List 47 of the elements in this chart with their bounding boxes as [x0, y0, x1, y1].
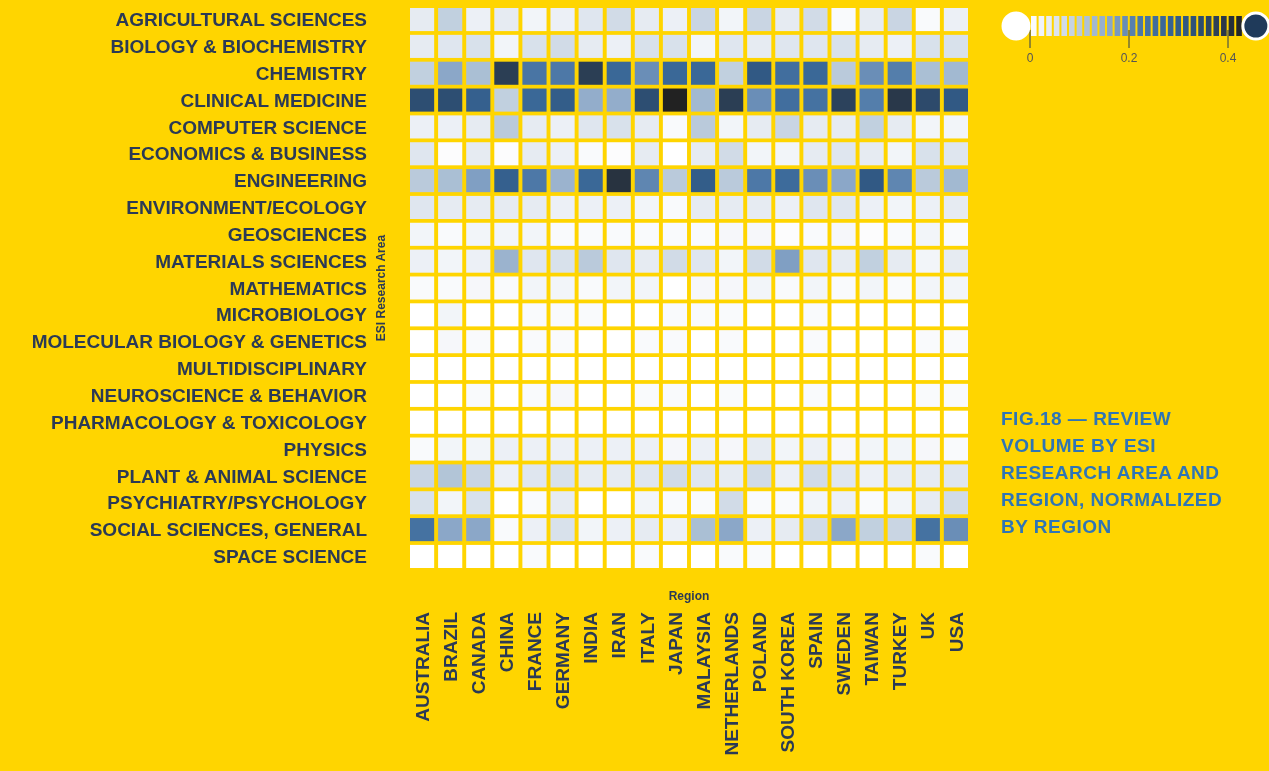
x-tick-label: CHINA: [496, 611, 518, 673]
x-tick-label: BRAZIL: [439, 611, 461, 682]
y-tick-label: COMPUTER SCIENCE: [168, 116, 367, 138]
x-tick-label: TAIWAN: [861, 612, 883, 686]
x-tick-label: JAPAN: [664, 612, 686, 675]
x-tick-label: POLAND: [748, 612, 770, 693]
y-tick-label: GEOSCIENCES: [227, 223, 367, 245]
x-tick-label: SOUTH KOREA: [776, 611, 798, 753]
color-bar-label: 0.2: [1120, 51, 1138, 65]
y-tick-label: NEUROSCIENCE & BEHAVIOR: [90, 385, 368, 407]
x-tick-label: AUSTRALIA: [411, 611, 433, 722]
y-tick-label: ENGINEERING: [233, 170, 367, 192]
x-tick-label: NETHERLANDS: [720, 612, 742, 756]
x-tick-label: UK: [917, 611, 939, 640]
y-tick-label: PSYCHIATRY/PSYCHOLOGY: [107, 492, 368, 514]
y-tick-label: ENVIRONMENT/ECOLOGY: [126, 197, 368, 219]
y-axis-title: ESI Research Area: [374, 234, 388, 342]
x-tick-label: ITALY: [636, 611, 658, 664]
y-tick-label: PHYSICS: [283, 438, 367, 460]
y-tick-label: CHEMISTRY: [255, 62, 368, 84]
x-tick-label: MALAYSIA: [692, 611, 714, 710]
x-tick-label: USA: [945, 611, 967, 653]
x-tick-label: GERMANY: [552, 611, 574, 710]
y-tick-label: MOLECULAR BIOLOGY & GENETICS: [31, 331, 367, 353]
y-tick-label: SPACE SCIENCE: [213, 546, 367, 568]
x-tick-label: FRANCE: [524, 612, 546, 692]
y-tick-label: CLINICAL MEDICINE: [180, 89, 367, 111]
y-tick-label: MICROBIOLOGY: [216, 304, 368, 326]
y-tick-label: PLANT & ANIMAL SCIENCE: [116, 465, 367, 487]
y-tick-label: AGRICULTURAL SCIENCES: [115, 9, 367, 31]
x-tick-label: IRAN: [608, 612, 630, 659]
y-tick-label: MATERIALS SCIENCES: [155, 250, 367, 272]
y-tick-label: BIOLOGY & BIOCHEMISTRY: [110, 36, 368, 58]
x-tick-label: CANADA: [467, 611, 489, 695]
y-tick-label: SOCIAL SCIENCES, GENERAL: [89, 519, 368, 541]
y-tick-label: PHARMACOLOGY & TOXICOLOGY: [51, 411, 368, 433]
x-tick-label: SWEDEN: [833, 612, 855, 696]
y-tick-label: ECONOMICS & BUSINESS: [128, 143, 367, 165]
y-tick-label: MATHEMATICS: [229, 277, 367, 299]
color-bar-label: 0.4: [1219, 51, 1237, 65]
y-tick-label: MULTIDISCIPLINARY: [177, 358, 368, 380]
x-tick-label: SPAIN: [805, 612, 827, 669]
text: FIG.18 — REVIEW VOLUME BY ESI RESEARCH AREA AND REGION, NORMALIZED BY REGION: [1001, 408, 1223, 537]
color-bar-label: 0: [1026, 51, 1034, 65]
x-tick-label: TURKEY: [889, 611, 911, 691]
x-axis-title: Region: [668, 589, 710, 603]
x-tick-label: INDIA: [580, 611, 602, 664]
